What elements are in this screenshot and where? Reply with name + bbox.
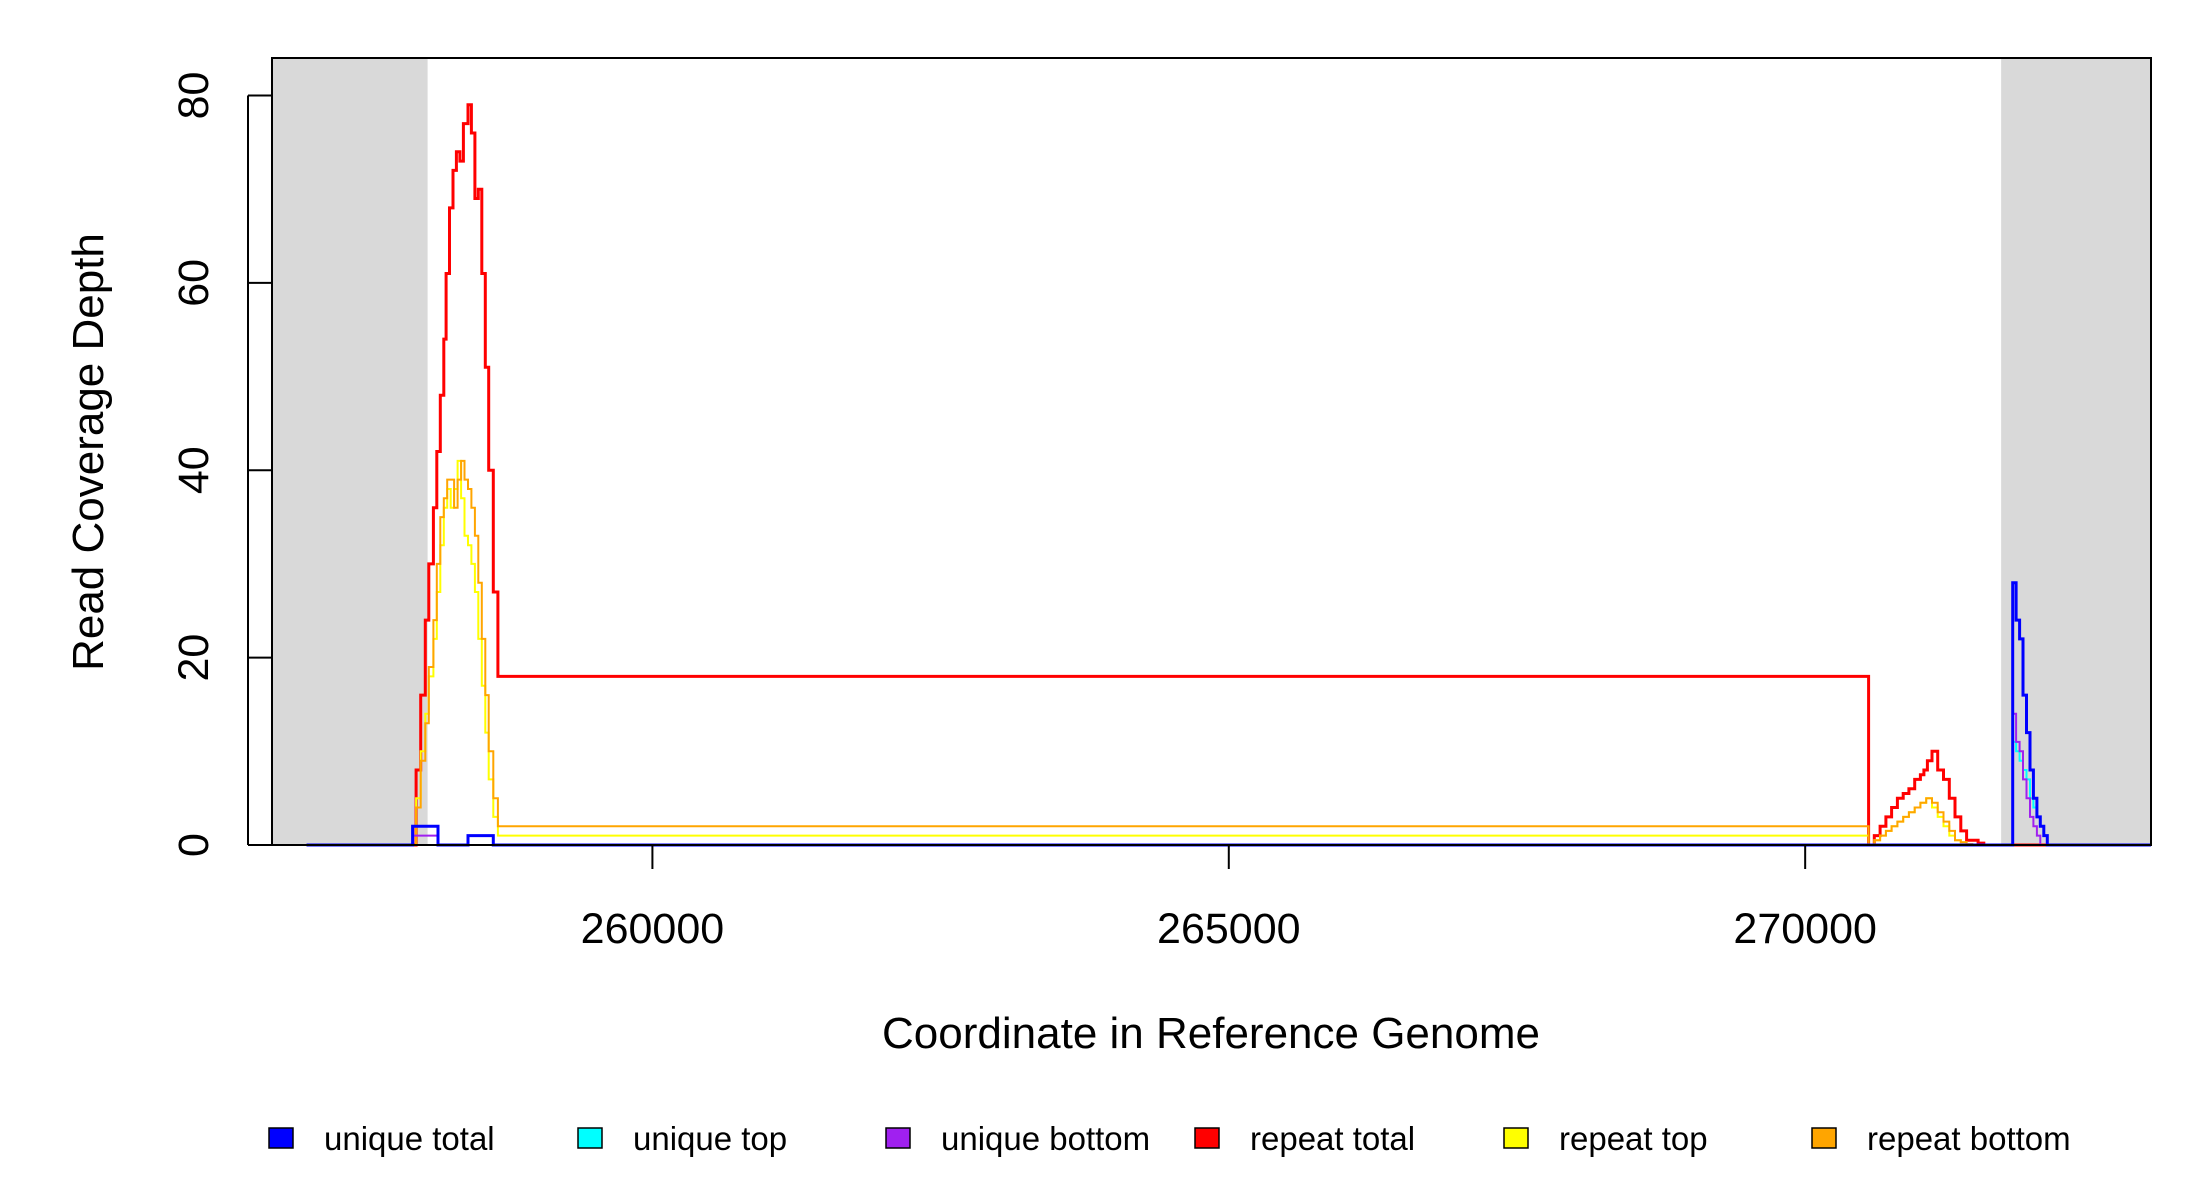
legend-label: repeat total <box>1250 1120 1415 1157</box>
series-line-repeat-bottom <box>306 459 2151 846</box>
series-line-unique-top <box>306 740 2151 846</box>
axes: 0 20 40 60 80 260000 265000 270000 <box>170 72 1877 953</box>
legend-item-repeat-top: repeat top <box>1503 1120 1708 1157</box>
x-axis-title: Coordinate in Reference Genome <box>882 1009 1540 1058</box>
y-tick-label-60: 60 <box>170 259 218 307</box>
legend-swatch <box>885 1127 911 1149</box>
series-line-repeat-top <box>306 459 2151 846</box>
shaded-region-1 <box>2001 58 2151 845</box>
legend-swatch <box>1811 1127 1837 1149</box>
y-tick-label-40: 40 <box>170 446 218 494</box>
shaded-region-0 <box>272 58 428 845</box>
legend: unique total unique top unique bottom repea… <box>268 1120 2071 1157</box>
legend-item-unique-bottom: unique bottom <box>885 1120 1150 1157</box>
series-line-repeat-total <box>306 103 2151 847</box>
x-tick-label-265000: 265000 <box>1157 905 1301 953</box>
legend-item-unique-top: unique top <box>577 1120 787 1157</box>
shaded-regions <box>272 58 2151 845</box>
y-tick-label-0: 0 <box>170 833 218 857</box>
legend-label: unique total <box>324 1120 495 1157</box>
legend-swatch <box>1194 1127 1220 1149</box>
series-lines <box>306 103 2151 847</box>
series-line-unique-total <box>306 581 2151 847</box>
legend-item-unique-total: unique total <box>268 1120 495 1157</box>
legend-swatch <box>577 1127 603 1149</box>
legend-item-repeat-bottom: repeat bottom <box>1811 1120 2071 1157</box>
legend-label: unique top <box>633 1120 787 1157</box>
y-tick-label-80: 80 <box>170 72 218 120</box>
legend-swatch <box>1503 1127 1529 1149</box>
legend-label: unique bottom <box>941 1120 1150 1157</box>
x-tick-label-270000: 270000 <box>1733 905 1877 953</box>
x-tick-label-260000: 260000 <box>581 905 725 953</box>
y-tick-label-20: 20 <box>170 634 218 682</box>
legend-label: repeat bottom <box>1867 1120 2071 1157</box>
y-axis-title: Read Coverage Depth <box>64 233 113 671</box>
legend-item-repeat-total: repeat total <box>1194 1120 1415 1157</box>
legend-label: repeat top <box>1559 1120 1708 1157</box>
legend-swatch <box>268 1127 294 1149</box>
